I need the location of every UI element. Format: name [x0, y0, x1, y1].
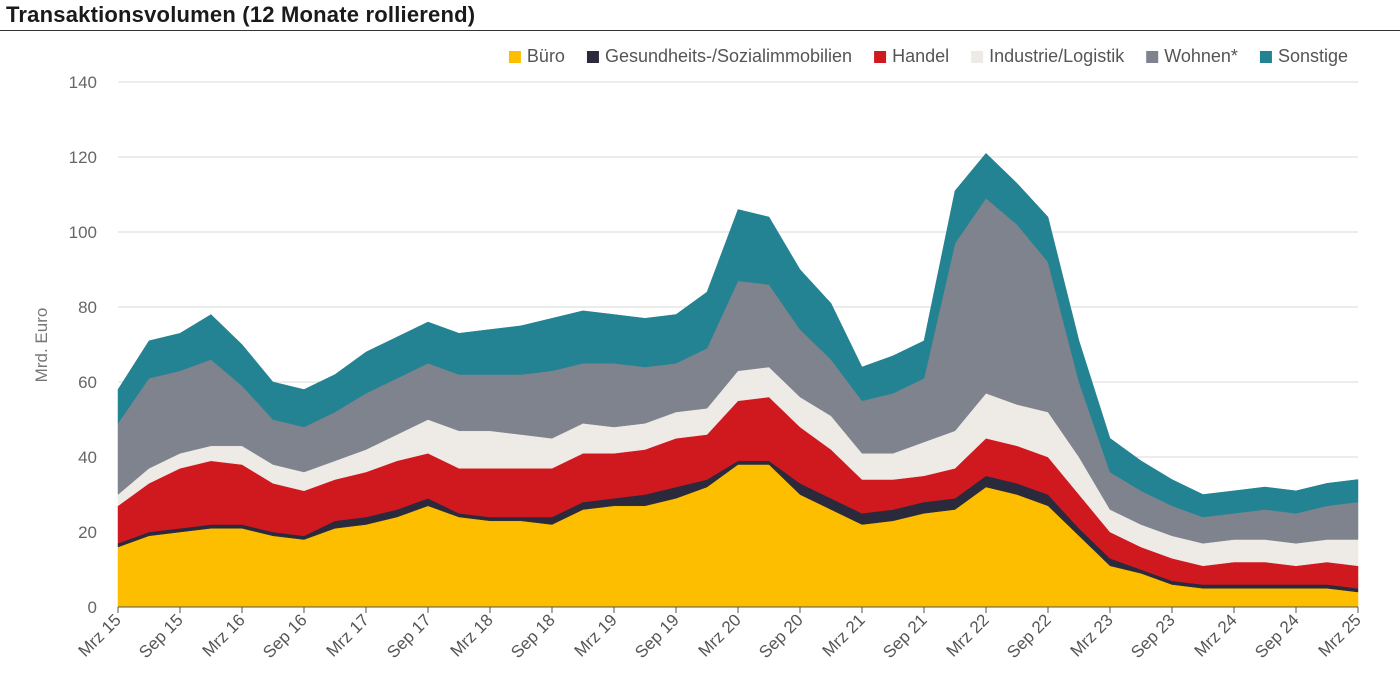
- x-tick-label: Mrz 20: [695, 610, 745, 660]
- x-tick-label: Sep 19: [631, 610, 683, 662]
- legend-label: Büro: [527, 46, 565, 66]
- area-series: [117, 152, 1359, 608]
- x-tick-label: Sep 20: [755, 610, 807, 662]
- x-tick-label: Sep 22: [1003, 610, 1055, 662]
- y-tick-label: 140: [69, 73, 97, 92]
- y-tick-label: 100: [69, 223, 97, 242]
- y-tick-label: 40: [78, 448, 97, 467]
- x-tick-label: Mrz 21: [819, 610, 869, 660]
- chart-title: Transaktionsvolumen (12 Monate rollieren…: [6, 2, 476, 27]
- x-axis: Mrz 15 Sep 15 Mrz 16 Sep 16 Mrz 17 Sep 17 Mrz …: [75, 606, 1365, 662]
- legend-swatch: [874, 51, 887, 63]
- y-tick-label: 20: [78, 523, 97, 542]
- legend-label: Sonstige: [1278, 46, 1348, 66]
- x-tick-label: Mrz 15: [75, 610, 125, 660]
- legend-label: Handel: [892, 46, 949, 66]
- x-tick-label: Sep 24: [1251, 610, 1303, 662]
- legend-swatch: [971, 51, 984, 63]
- legend-swatch: [1259, 51, 1272, 63]
- y-tick-label: 60: [78, 373, 97, 392]
- y-tick-label: 0: [88, 598, 97, 617]
- x-tick-label: Sep 18: [507, 610, 559, 662]
- x-tick-label: Sep 15: [135, 610, 187, 662]
- x-tick-label: Mrz 24: [1191, 610, 1241, 660]
- legend-item: Gesundheits-/Sozialimmobilien: [586, 46, 852, 66]
- x-tick-label: Sep 21: [879, 610, 931, 662]
- x-tick-label: Mrz 22: [943, 610, 993, 660]
- x-tick-label: Sep 16: [259, 610, 311, 662]
- legend-label: Wohnen*: [1164, 46, 1238, 66]
- area-5: [117, 152, 1359, 518]
- legend-item: Industrie/Logistik: [971, 46, 1125, 66]
- legend-item: Sonstige: [1259, 46, 1348, 66]
- x-tick-label: Mrz 19: [571, 610, 621, 660]
- legend-item: Büro: [508, 46, 565, 66]
- legend: Büro Gesundheits-/Sozialimmobilien Handel I…: [508, 46, 1348, 66]
- x-tick-label: Mrz 16: [199, 610, 249, 660]
- x-tick-label: Mrz 17: [323, 610, 373, 660]
- x-tick-label: Sep 17: [383, 610, 435, 662]
- title-divider: [0, 30, 1400, 31]
- x-tick-label: Sep 23: [1127, 610, 1179, 662]
- x-tick-label: Mrz 18: [447, 610, 497, 660]
- legend-label: Industrie/Logistik: [989, 46, 1125, 66]
- legend-swatch: [508, 51, 521, 63]
- legend-item: Wohnen*: [1146, 46, 1238, 66]
- legend-item: Handel: [874, 46, 949, 66]
- legend-swatch: [1146, 51, 1159, 63]
- legend-label: Gesundheits-/Sozialimmobilien: [605, 46, 852, 66]
- y-tick-label: 80: [78, 298, 97, 317]
- x-tick-label: Mrz 23: [1067, 610, 1117, 660]
- y-axis-label: Mrd. Euro: [32, 308, 51, 383]
- y-axis: 0 20 40 60 80 100 120 140: [69, 73, 97, 617]
- y-tick-label: 120: [69, 148, 97, 167]
- legend-swatch: [586, 51, 599, 63]
- x-tick-label: Mrz 25: [1315, 610, 1365, 660]
